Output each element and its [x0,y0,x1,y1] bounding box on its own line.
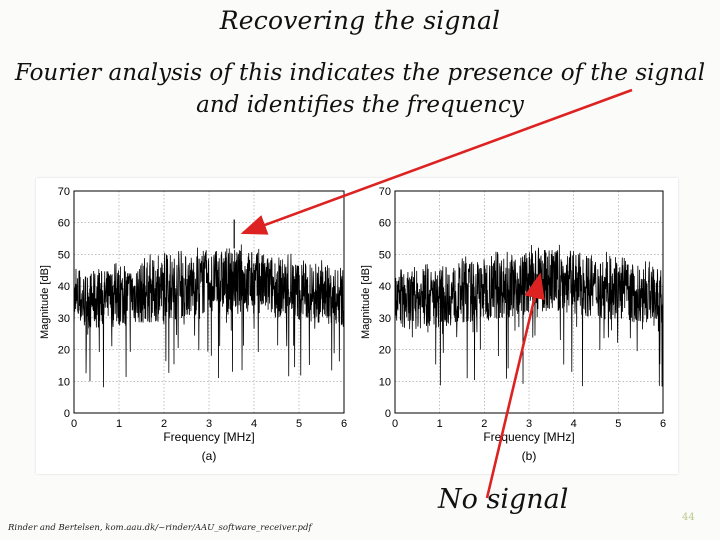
x-tick-label: 3 [206,418,212,430]
y-axis-label: Magnitude [dB] [39,265,51,339]
citation: Rinder and Bertelsen, kom.aau.dk/~rinder… [8,523,312,533]
spectrum-trace [394,244,664,387]
spectrum-trace [73,244,345,388]
x-tick-label: 4 [571,418,577,430]
y-tick-label: 70 [379,186,391,198]
x-tick-label: 2 [481,418,487,430]
y-tick-label: 20 [379,345,391,357]
x-tick-label: 5 [296,418,302,430]
slide-title: Recovering the signal [219,6,501,35]
x-tick-label: 0 [71,418,77,430]
x-tick-label: 1 [437,418,443,430]
x-tick-label: 6 [660,418,666,430]
x-axis-label: Frequency [MHz] [163,430,254,444]
y-tick-label: 20 [58,345,70,357]
y-axis-label: Magnitude [dB] [360,265,372,339]
y-tick-label: 30 [58,313,70,325]
spectrum-figure: 0 10 20 30 40 50 60 70 0 1 2 3 4 5 6 Frequency [MHz] Mag… [36,178,678,474]
x-axis-label: Frequency [MHz] [483,430,574,444]
x-tick-label: 3 [526,418,532,430]
y-tick-label: 50 [58,249,70,261]
y-tick-label: 40 [379,281,391,293]
subtitle-line-1: Fourier analysis of this indicates the p… [14,60,706,86]
no-signal-annotation: No signal [438,484,569,515]
x-tick-label: 2 [161,418,167,430]
y-tick-label: 60 [379,218,391,230]
y-tick-label: 10 [58,376,70,388]
x-tick-label: 5 [615,418,621,430]
y-tick-label: 40 [58,281,70,293]
subtitle-line-2: and identifies the frequency [196,92,524,118]
x-tick-label: 1 [116,418,122,430]
panel-label: (a) [202,449,217,463]
y-tick-label: 30 [379,313,391,325]
y-tick-label: 70 [58,186,70,198]
y-tick-label: 60 [58,218,70,230]
x-tick-label: 4 [251,418,257,430]
y-tick-label: 0 [385,408,391,420]
slide-subtitle: Fourier analysis of this indicates the p… [0,57,720,121]
panel-label: (b) [522,449,537,463]
x-tick-label: 6 [341,418,347,430]
page-number: 44 [682,512,695,523]
y-tick-label: 50 [379,249,391,261]
y-tick-label: 10 [379,376,391,388]
x-tick-label: 0 [392,418,398,430]
y-tick-label: 0 [64,408,70,420]
plot-frame [73,190,345,414]
